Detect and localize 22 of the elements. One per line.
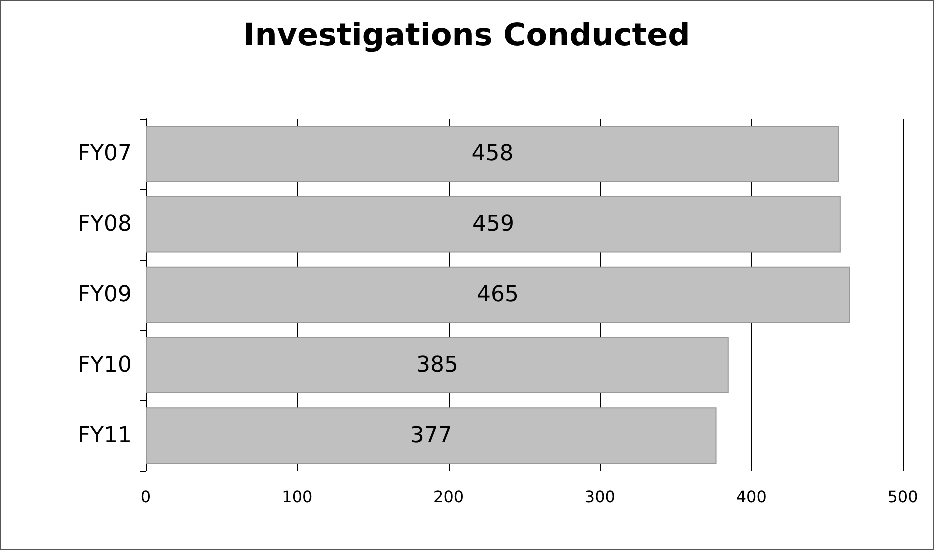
bar bbox=[146, 266, 850, 324]
data-label: 465 bbox=[477, 282, 520, 308]
x-tick-label: 200 bbox=[434, 488, 464, 506]
chart-title: Investigations Conducted bbox=[244, 18, 690, 54]
bar bbox=[146, 337, 729, 394]
y-tick-label: FY09 bbox=[78, 282, 132, 308]
x-tick-label: 500 bbox=[888, 488, 918, 506]
y-tick-label: FY08 bbox=[78, 212, 132, 238]
x-tick-label: 300 bbox=[584, 488, 616, 506]
data-label: 385 bbox=[416, 352, 458, 378]
bar bbox=[146, 408, 717, 464]
bar bbox=[146, 196, 841, 253]
bar bbox=[146, 126, 840, 182]
data-label: 377 bbox=[410, 423, 452, 448]
x-tick-label: 100 bbox=[282, 488, 313, 506]
x-tick-label: 0 bbox=[140, 488, 152, 506]
x-tick-label: 400 bbox=[736, 488, 767, 506]
data-label: 459 bbox=[472, 212, 514, 238]
data-label: 458 bbox=[472, 142, 514, 167]
y-tick-label: FY07 bbox=[78, 142, 132, 167]
y-tick-label: FY10 bbox=[78, 352, 132, 378]
y-tick-label: FY11 bbox=[78, 423, 132, 448]
